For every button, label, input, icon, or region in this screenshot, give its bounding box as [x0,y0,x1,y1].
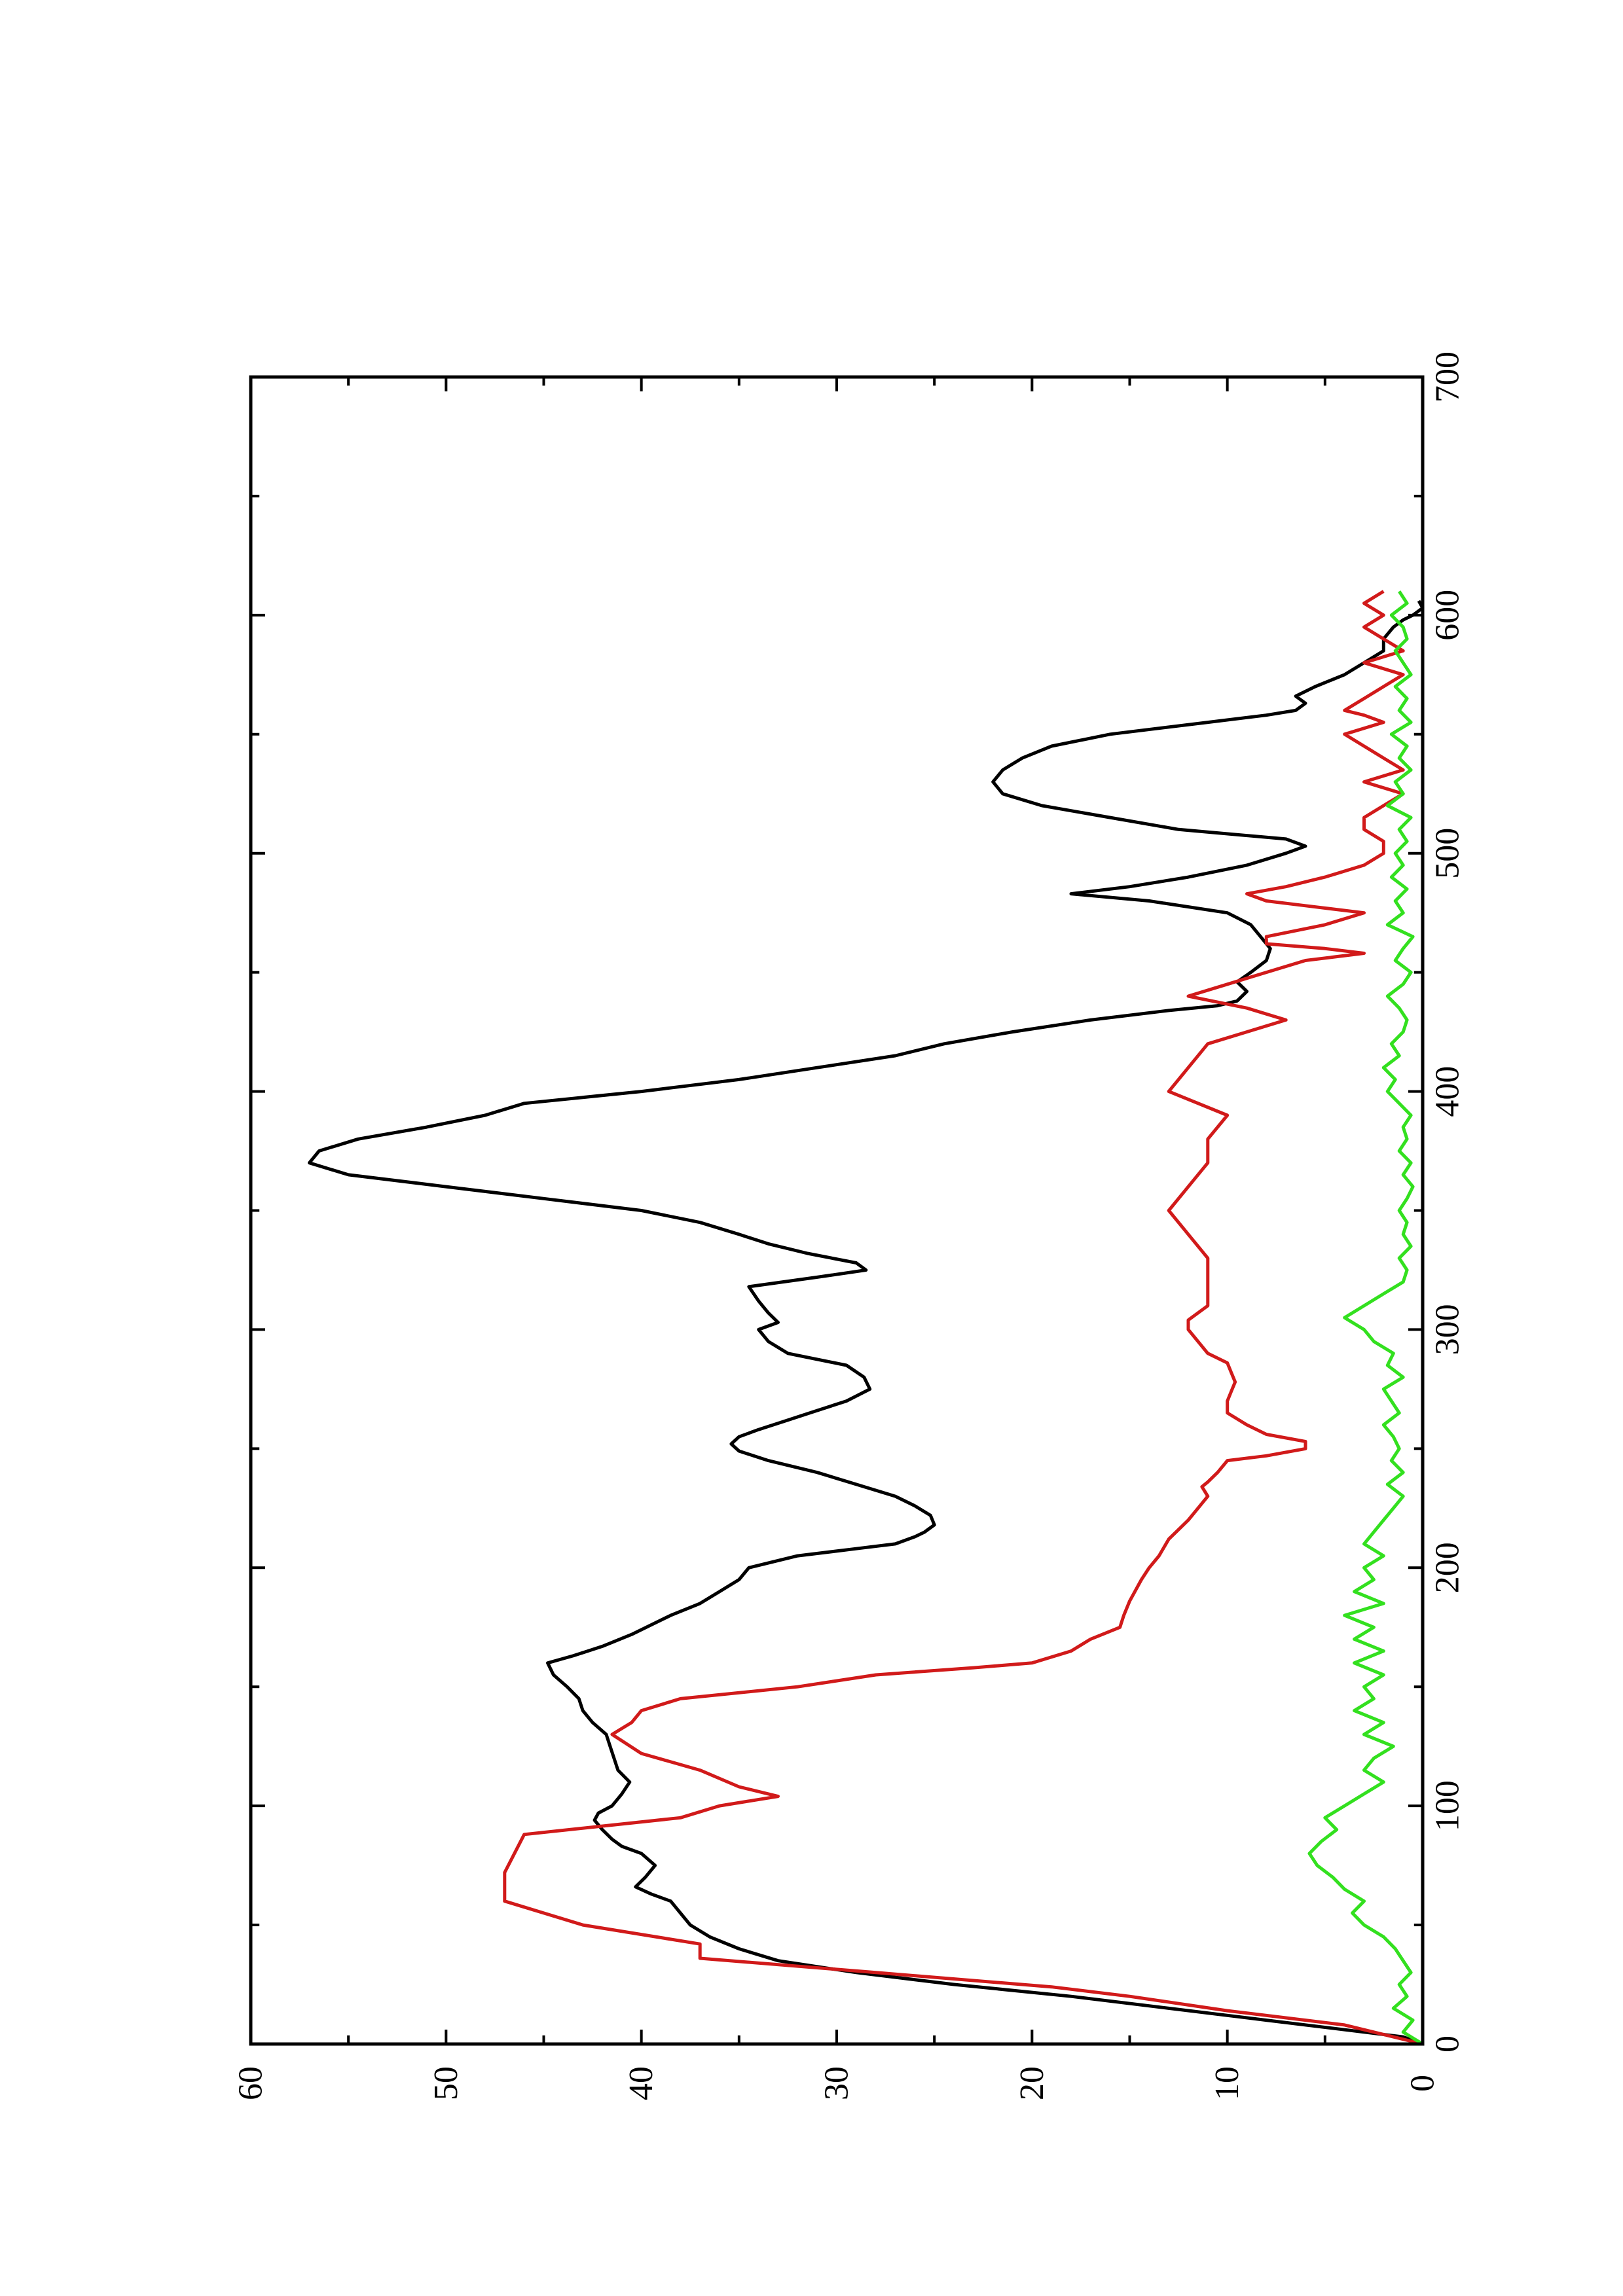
x-tick-label: 0 [1429,2036,1467,2053]
y-tick-label: 60 [232,2066,270,2100]
series-line-3 [1307,590,1424,2046]
y-tick-label: 20 [1013,2066,1051,2100]
x-tick-label: 200 [1429,1542,1467,1593]
y-tick-label: 30 [818,2066,856,2100]
axis-ticks [249,376,1424,2045]
y-tick-label: 40 [623,2066,660,2100]
x-tick-label: 400 [1429,1066,1467,1117]
x-tick-label: 500 [1429,828,1467,879]
x-tick-label: 700 [1429,351,1467,403]
series-line-2 [503,590,1423,2046]
y-tick-label: 0 [1404,2075,1442,2092]
x-tick-label: 600 [1429,590,1467,641]
plot-frame [249,375,1425,2046]
x-tick-label: 300 [1429,1304,1467,1355]
y-tick-label: 10 [1209,2066,1246,2100]
y-tick-label: 50 [428,2066,465,2100]
x-tick-label: 100 [1429,1780,1467,1831]
series-line-1 [308,600,1425,2046]
plot-lines [308,590,1425,2046]
axis-labels: 0 100 200 300 400 500 600 700 0 10 20 30 40 50 60 [232,351,1467,2100]
